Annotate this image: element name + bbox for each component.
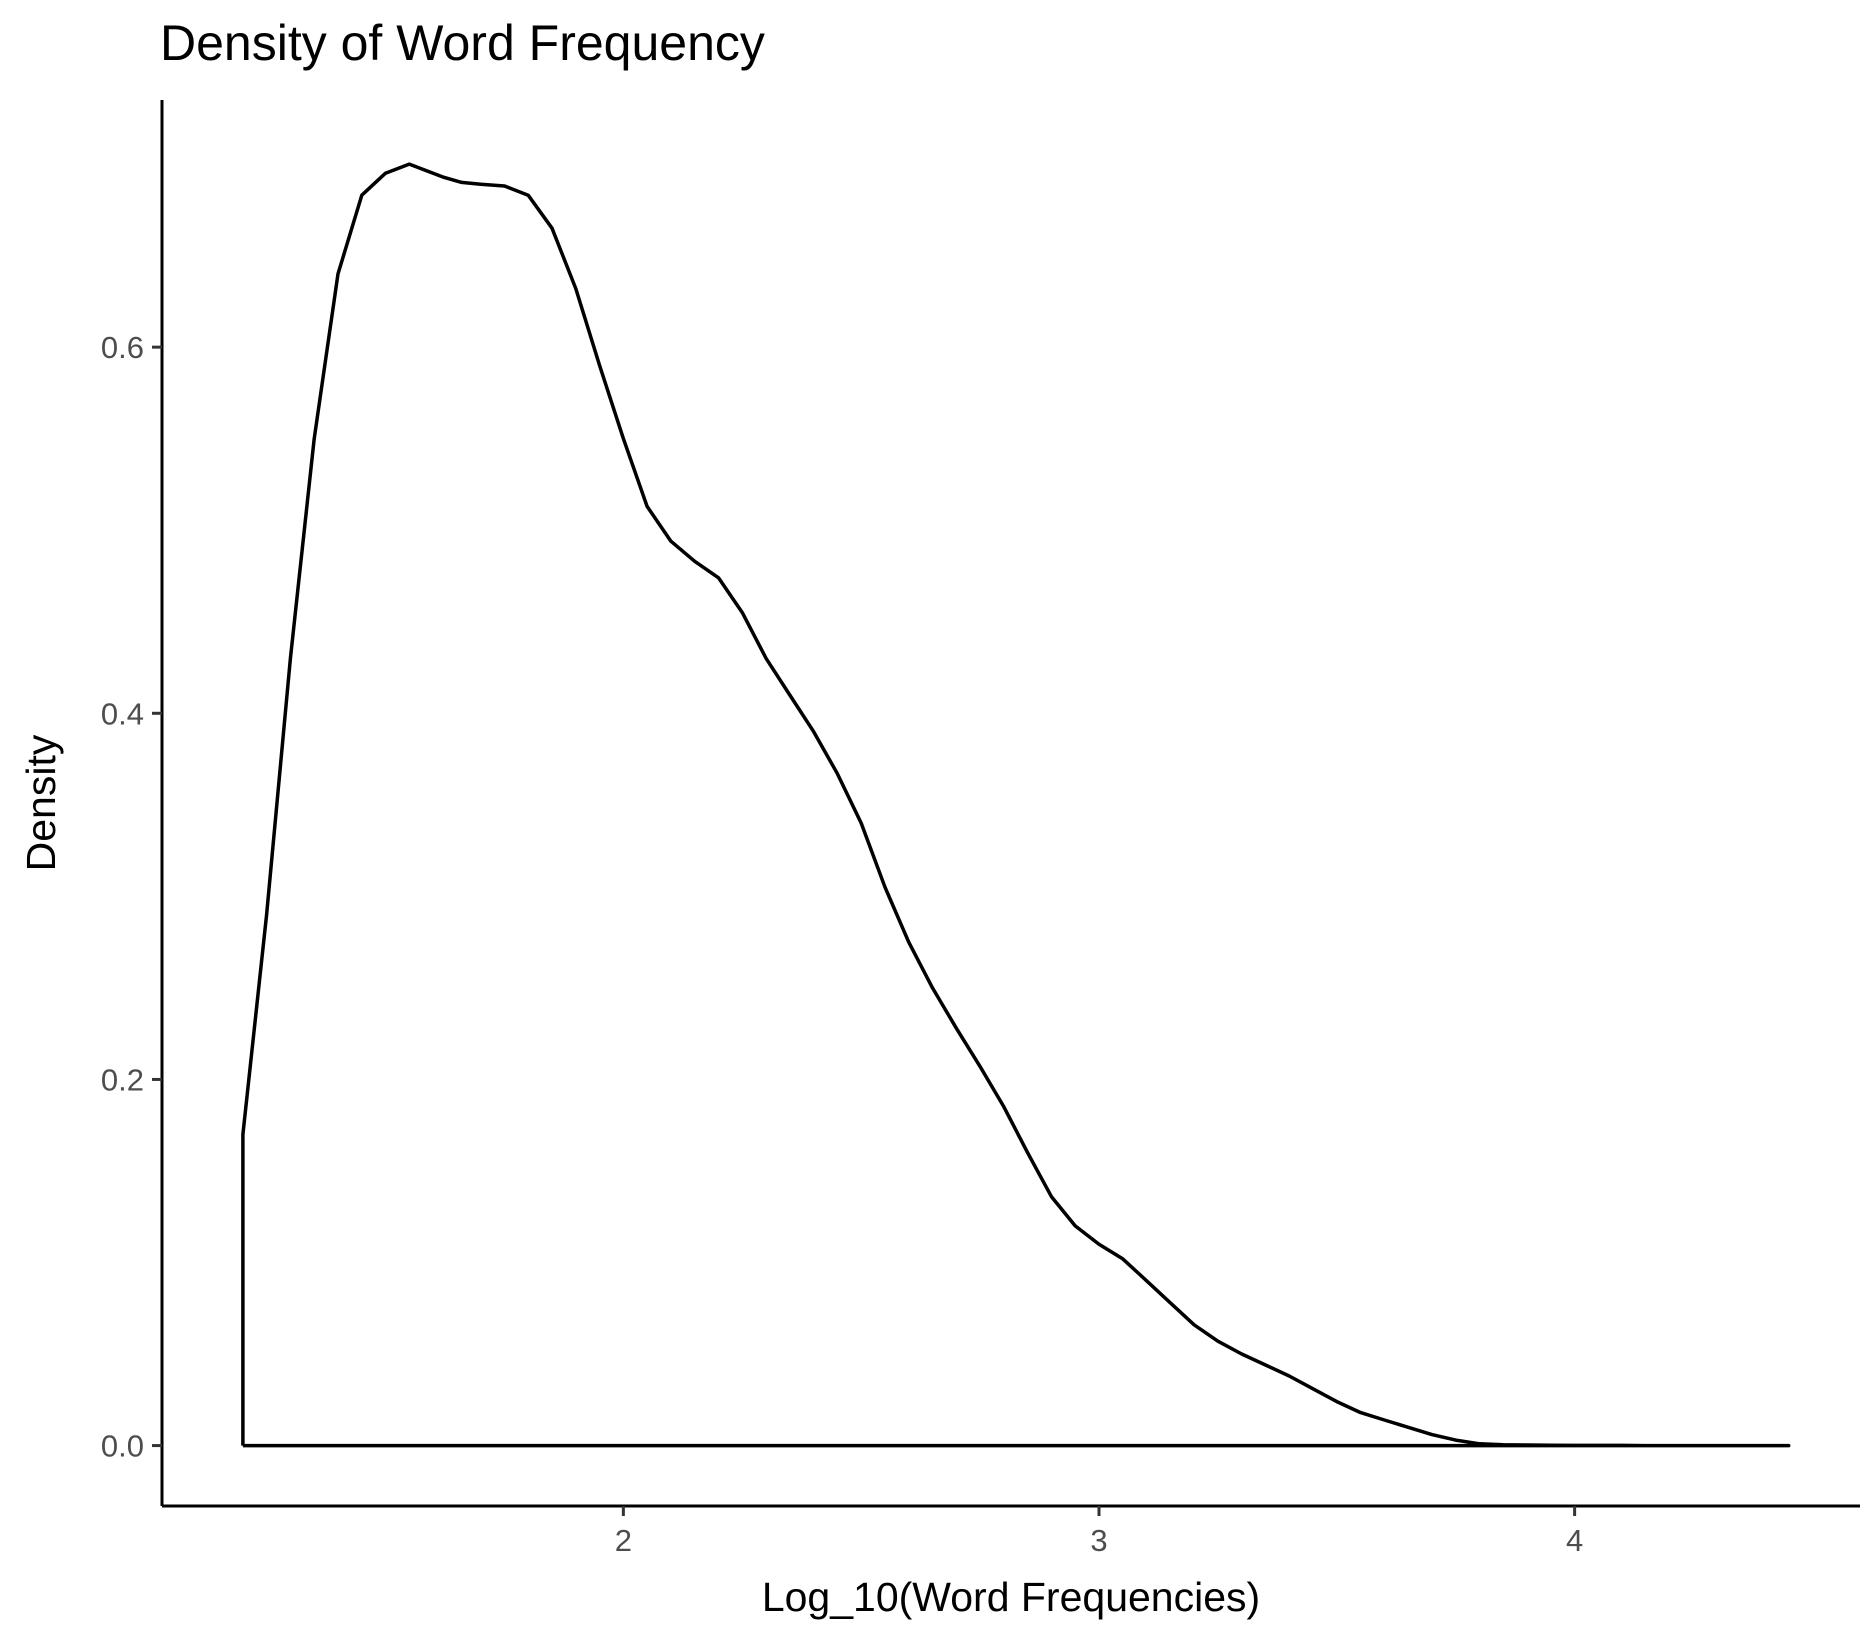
y-tick-label: 0.6 bbox=[101, 330, 144, 365]
y-tick-label: 0.2 bbox=[101, 1062, 144, 1097]
y-axis-ticks: 0.0 0.2 0.4 0.6 bbox=[101, 330, 162, 1464]
x-tick-label: 4 bbox=[1566, 1523, 1583, 1558]
x-axis-title: Log_10(Word Frequencies) bbox=[762, 1574, 1260, 1620]
density-curve bbox=[241, 162, 1791, 1448]
y-tick-label: 0.4 bbox=[101, 696, 144, 731]
x-axis-ticks: 2 3 4 bbox=[615, 1506, 1583, 1558]
y-axis-title: Density bbox=[18, 734, 64, 871]
x-tick-label: 3 bbox=[1090, 1523, 1107, 1558]
plot-area bbox=[241, 162, 1791, 1448]
y-tick-label: 0.0 bbox=[101, 1429, 144, 1464]
x-tick-label: 2 bbox=[615, 1523, 632, 1558]
chart-title: Density of Word Frequency bbox=[160, 15, 765, 71]
